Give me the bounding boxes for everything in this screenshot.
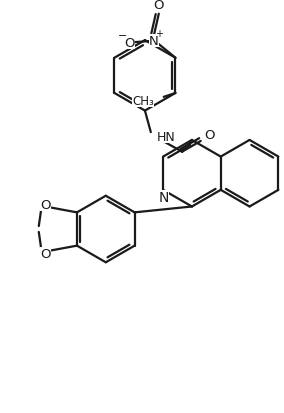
Text: −: − (118, 31, 127, 41)
Text: O: O (40, 199, 51, 211)
Text: O: O (40, 247, 51, 260)
Text: HN: HN (157, 130, 176, 143)
Text: O: O (204, 128, 215, 141)
Text: N: N (159, 190, 169, 204)
Text: CH₃: CH₃ (132, 95, 154, 108)
Text: N: N (149, 35, 159, 47)
Text: +: + (155, 29, 163, 39)
Text: O: O (154, 0, 164, 12)
Text: O: O (124, 36, 135, 50)
